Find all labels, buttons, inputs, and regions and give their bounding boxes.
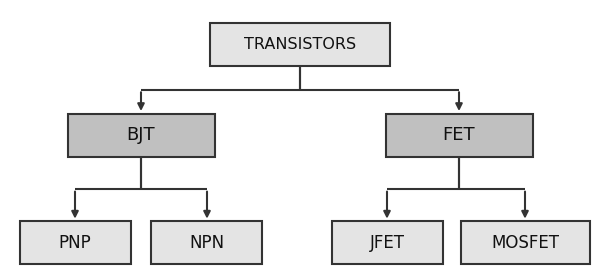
FancyBboxPatch shape (210, 23, 390, 66)
FancyBboxPatch shape (151, 221, 262, 264)
Text: MOSFET: MOSFET (491, 234, 559, 252)
FancyBboxPatch shape (67, 114, 215, 157)
Text: NPN: NPN (190, 234, 224, 252)
Text: FET: FET (443, 126, 475, 144)
FancyBboxPatch shape (331, 221, 443, 264)
Text: BJT: BJT (127, 126, 155, 144)
FancyBboxPatch shape (386, 114, 533, 157)
Text: TRANSISTORS: TRANSISTORS (244, 37, 356, 52)
Text: PNP: PNP (59, 234, 91, 252)
FancyBboxPatch shape (461, 221, 589, 264)
Text: JFET: JFET (370, 234, 404, 252)
FancyBboxPatch shape (19, 221, 131, 264)
